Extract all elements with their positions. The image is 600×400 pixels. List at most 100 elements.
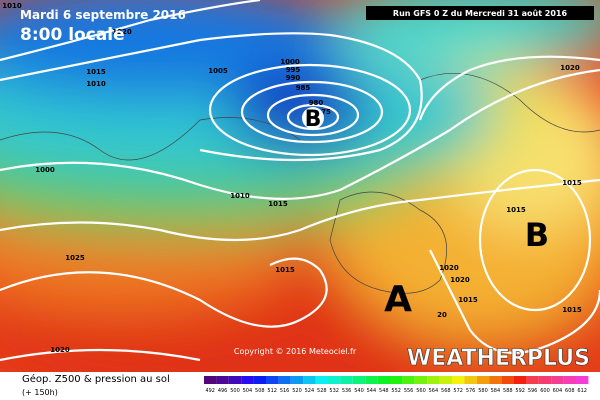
scale-swatch	[266, 376, 279, 384]
copyright: Copyright © 2016 Meteociel.fr	[234, 347, 357, 356]
isobar-label: 1015	[86, 68, 106, 76]
run-banner	[366, 6, 594, 20]
scale-swatch	[315, 376, 328, 384]
valid-time: 8:00 locale	[20, 25, 125, 45]
scale-label: 596	[528, 388, 538, 394]
low-center-marker	[302, 107, 324, 129]
scale-label: 568	[441, 388, 451, 394]
scale-label: 608	[565, 388, 575, 394]
scale-swatch	[228, 376, 242, 384]
scale-swatch	[204, 376, 217, 384]
scale-label: 532	[329, 388, 339, 394]
scale-label: 552	[391, 388, 401, 394]
isobar-label: 20	[437, 311, 447, 319]
scale-label: 592	[515, 388, 525, 394]
isobar-label: 1015	[458, 296, 478, 304]
scale-swatch	[278, 376, 291, 384]
scale-label: 528	[317, 388, 327, 394]
isobar-label: 1000	[280, 58, 300, 66]
scale-label: 612	[577, 388, 587, 394]
isobar-label: 1015	[562, 306, 582, 314]
scale-swatch	[514, 376, 527, 384]
scale-label: 584	[491, 388, 501, 394]
scale-label: 508	[255, 388, 265, 394]
low-pressure-label: B	[305, 107, 322, 132]
run-info: Run GFS 0 Z du Mercredi 31 août 2016	[393, 9, 568, 18]
isobar-label: 1015	[562, 179, 582, 187]
scale-label: 572	[453, 388, 463, 394]
scale-swatch	[526, 376, 539, 384]
scale-label: 504	[243, 388, 253, 394]
scale-label: 500	[230, 388, 240, 394]
isobar-label: 1010	[86, 80, 106, 88]
isobar-label: 1020	[450, 276, 470, 284]
scale-label: 544	[367, 388, 377, 394]
scale-swatch	[551, 376, 564, 384]
scale-swatch	[365, 376, 378, 384]
isobar-labels: 1010 1020 1015 1010 1005 1000 995 990 98…	[2, 2, 582, 354]
scale-swatch	[390, 376, 403, 384]
scale-swatch	[439, 376, 452, 384]
isobar-label: 980	[309, 99, 324, 107]
scale-label: 496	[218, 388, 228, 394]
color-scale: 492 496 500 504 508 512 516 520 524 528 532 536 540 5…	[204, 376, 589, 394]
isobar-label: 1015	[506, 206, 526, 214]
scale-swatch	[290, 376, 304, 384]
legend-title: Géop. Z500 & pression au sol	[22, 373, 170, 385]
legend-subtitle: (+ 150h)	[22, 388, 58, 397]
isobar-label: 1015	[268, 200, 288, 208]
scale-swatch	[253, 376, 266, 384]
scale-label: 588	[503, 388, 513, 394]
isobar-label: 1020	[439, 264, 459, 272]
scale-swatch	[414, 376, 428, 384]
isobar-label: 1010	[2, 2, 22, 10]
scale-label: 548	[379, 388, 389, 394]
scale-swatch	[216, 376, 229, 384]
scale-swatch	[489, 376, 502, 384]
scale-swatch	[501, 376, 514, 384]
isobar-label: 985	[296, 84, 311, 92]
scale-swatch	[464, 376, 477, 384]
valid-date: Mardi 6 septembre 2016	[20, 8, 186, 22]
isobar-label: 990	[286, 74, 301, 82]
scale-label: 564	[429, 388, 439, 394]
isobar-label: 1020	[112, 28, 132, 36]
scale-label: 600	[540, 388, 550, 394]
isobar-label: 1010	[230, 192, 250, 200]
brand: WEATHERPLUS	[407, 346, 590, 371]
scale-label: 540	[354, 388, 364, 394]
scale-swatch	[340, 376, 353, 384]
scale-swatch	[352, 376, 366, 384]
scale-label: 556	[404, 388, 414, 394]
scale-label: 580	[478, 388, 488, 394]
isobar-label: 1015	[275, 266, 295, 274]
isobar-label: 1020	[560, 64, 580, 72]
isobar-label: 1025	[65, 254, 85, 262]
scale-label: 512	[267, 388, 277, 394]
scale-swatch	[563, 376, 576, 384]
pressure-centers: B B A	[302, 107, 549, 320]
scale-swatch	[328, 376, 341, 384]
isobar-label: 75	[321, 108, 331, 116]
scale-swatch	[377, 376, 390, 384]
scale-label: 520	[292, 388, 302, 394]
scale-label: 516	[280, 388, 290, 394]
isobar-label: 1020	[50, 346, 70, 354]
scale-swatch	[476, 376, 490, 384]
scale-swatch	[576, 376, 589, 384]
isobar-label: 995	[286, 66, 301, 74]
scale-swatch	[402, 376, 415, 384]
scale-swatch	[241, 376, 254, 384]
scale-swatch	[303, 376, 316, 384]
scale-label: 524	[305, 388, 315, 394]
isobar-label: 1000	[35, 166, 55, 174]
scale-label: 492	[205, 388, 215, 394]
isobars	[0, 0, 600, 362]
isobar-label: 1005	[208, 67, 228, 75]
high-pressure-label: A	[384, 279, 412, 320]
scale-swatch	[452, 376, 465, 384]
low-pressure-label: B	[525, 216, 549, 254]
scale-label: 560	[416, 388, 426, 394]
